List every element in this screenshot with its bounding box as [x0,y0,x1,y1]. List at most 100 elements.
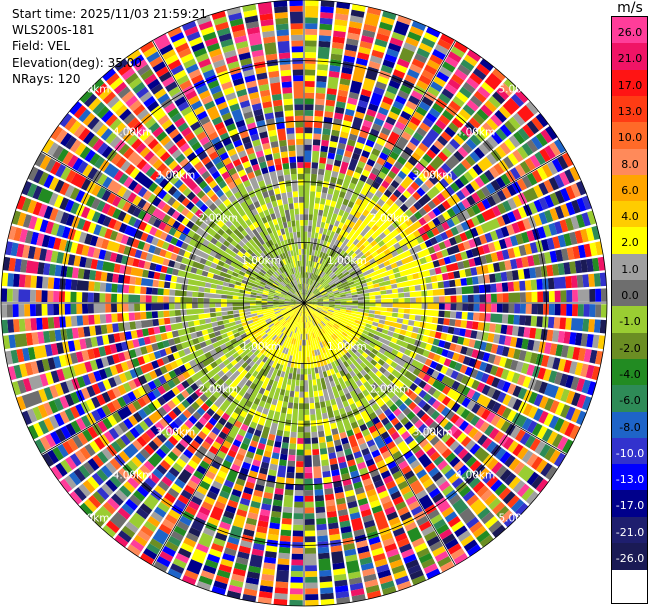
range-gate [117,63,187,148]
range-gate [297,162,304,168]
range-gate [305,322,310,363]
range-gate [128,354,266,529]
range-gate [359,336,556,461]
range-gate [152,207,166,221]
range-gate [289,162,297,169]
range-gate [504,237,513,248]
range-gate [79,146,101,166]
range-gate [137,408,148,420]
colorbar-label: 10.0 [617,131,643,145]
range-gate [561,345,569,358]
range-gate [588,319,595,333]
range-gate [531,475,544,490]
range-ring-label: 5.00km [498,512,538,524]
range-gate [151,360,160,370]
range-gate [484,313,491,322]
range-gate [206,189,215,198]
range-gate [405,495,449,563]
range-gate [52,145,103,183]
range-gate [43,328,74,343]
range-gate [67,228,137,257]
range-gate [264,112,274,120]
range-gate [368,536,381,546]
range-gate [486,155,569,207]
range-gate [421,128,440,148]
range-gate [581,379,591,394]
range-gate [349,80,363,94]
range-gate [461,154,541,209]
range-gate [31,332,39,345]
range-gate [418,453,433,468]
range-gate [197,430,207,440]
range-gate [87,167,147,209]
range-gate [466,179,501,206]
range-gate [305,304,461,402]
range-gate [56,224,66,238]
range-gate [18,289,94,303]
range-gate [45,303,303,385]
range-gate [415,434,491,520]
range-gate [591,225,601,240]
range-gate [194,175,204,185]
range-gate [36,357,56,373]
range-gate [314,116,323,123]
range-gate [234,562,248,571]
range-gate [317,63,408,270]
range-gate [521,247,575,268]
range-gate [361,166,548,273]
range-gate [127,151,143,167]
range-gate [392,496,404,506]
range-gate [304,466,313,473]
range-gate [56,342,64,355]
range-gate [122,284,130,294]
range-gate [59,278,89,291]
range-gate [96,124,109,137]
range-gate [49,359,135,399]
range-gate [140,232,181,255]
range-gate [321,192,560,296]
range-gate [415,295,463,303]
range-gate [338,514,350,523]
range-gate [140,310,170,320]
range-gate [50,222,292,300]
range-gate [38,171,267,286]
range-gate [37,404,48,419]
colorbar-swatch [612,17,648,44]
range-gate [444,468,456,480]
range-gate [487,333,546,353]
range-gate [524,435,551,458]
range-gate [340,175,533,284]
range-gate [470,258,518,276]
range-gate [400,485,412,496]
range-gate [69,101,83,115]
range-gate [444,56,459,68]
range-gate [358,130,369,139]
range-gate [219,521,231,531]
range-gate [451,335,561,370]
range-gate [150,105,231,207]
range-gate [135,142,200,205]
range-gate [460,346,468,355]
range-gate [316,295,323,299]
range-gate [396,537,410,548]
range-gate [205,442,249,532]
range-gate [589,288,596,302]
range-gate [161,119,218,189]
range-gate [184,26,212,69]
range-gate [128,77,293,288]
range-gate [274,305,304,600]
range-gate [338,461,348,469]
range-gate [237,150,300,291]
range-gate [262,191,277,220]
range-gate [314,349,345,458]
range-gate [256,526,268,534]
range-gate [229,103,240,112]
range-gate [378,15,412,80]
range-gate [501,237,555,260]
range-gate [257,520,269,528]
range-gate [425,151,449,175]
range-gate [44,335,104,357]
range-gate [172,220,181,230]
range-gate [170,490,218,574]
range-gate [516,220,526,232]
